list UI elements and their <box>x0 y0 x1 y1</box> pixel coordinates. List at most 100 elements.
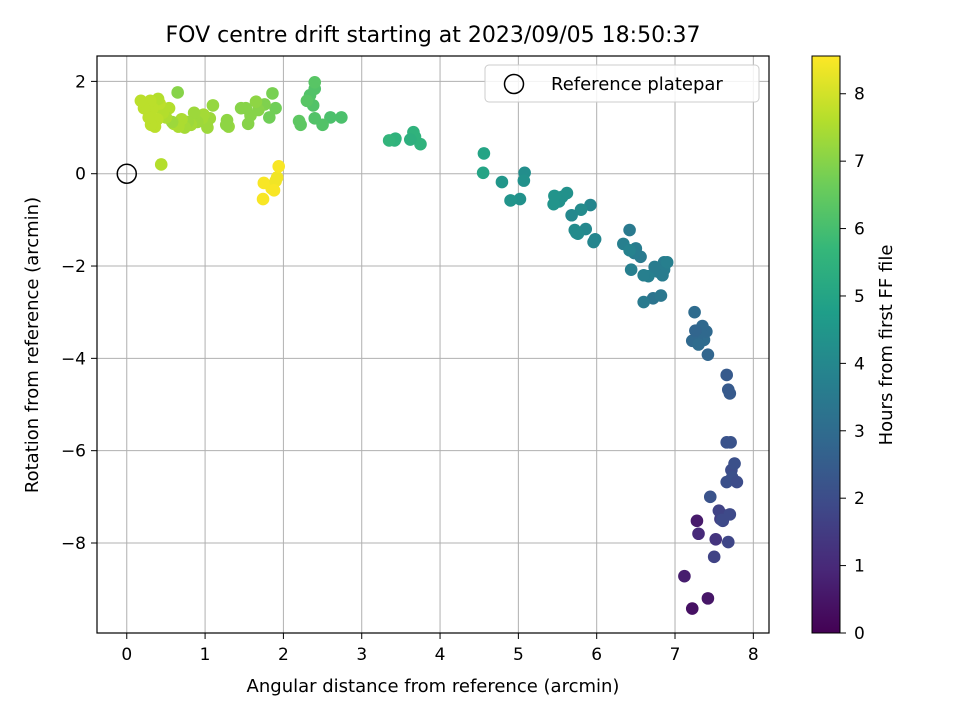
chart-title: FOV centre drift starting at 2023/09/05 … <box>166 23 701 48</box>
x-tick-label: 8 <box>748 645 759 665</box>
data-point <box>504 194 517 207</box>
data-point <box>688 305 701 319</box>
data-point <box>692 338 705 351</box>
data-point <box>637 268 650 282</box>
data-point <box>300 94 314 108</box>
reference-marker-group <box>116 163 138 184</box>
data-point <box>707 550 721 564</box>
colorbar-tick-label: 8 <box>854 85 865 105</box>
data-point <box>513 192 527 206</box>
data-point <box>648 260 661 274</box>
x-tick-label: 5 <box>513 645 524 665</box>
data-point <box>476 166 490 180</box>
data-point <box>495 175 509 189</box>
x-axis-label: Angular distance from reference (arcmin) <box>247 676 620 697</box>
data-point <box>584 198 597 212</box>
data-point <box>723 387 737 400</box>
y-axis-label: Rotation from reference (arcmin) <box>22 197 43 493</box>
y-tick-label: 0 <box>75 165 86 185</box>
data-point <box>206 99 220 112</box>
colorbar-tick-label: 4 <box>854 354 865 374</box>
x-tick-label: 7 <box>670 645 681 665</box>
data-point <box>709 532 723 546</box>
x-tick-label: 1 <box>200 645 211 665</box>
data-point <box>134 94 148 108</box>
x-tick-label: 4 <box>435 645 446 665</box>
data-point <box>701 348 715 361</box>
data-point <box>382 134 396 147</box>
data-point <box>267 184 281 197</box>
data-point <box>272 160 286 173</box>
data-point <box>256 192 270 206</box>
colorbar-tick-label: 7 <box>854 152 865 172</box>
data-point <box>728 457 741 470</box>
data-point <box>477 147 491 160</box>
colorbar <box>811 55 841 634</box>
data-point <box>623 244 636 257</box>
data-point <box>547 197 560 211</box>
data-point <box>249 95 263 108</box>
legend-label: Reference platepar <box>551 74 723 95</box>
data-point <box>234 101 248 115</box>
data-point <box>587 235 600 249</box>
y-tick-label: 2 <box>75 72 86 92</box>
data-point <box>335 111 348 124</box>
colorbar-tick-label: 1 <box>854 557 865 577</box>
data-point <box>656 268 669 282</box>
data-point <box>171 86 184 99</box>
data-point <box>403 133 417 146</box>
data-point <box>720 368 734 382</box>
data-point <box>565 208 578 222</box>
x-tick-label: 2 <box>278 645 289 665</box>
plot-frame <box>96 55 770 634</box>
data-point <box>624 263 638 277</box>
data-point <box>187 106 201 120</box>
data-point <box>721 535 735 549</box>
data-point <box>723 508 737 521</box>
y-axis-ticks: −8 −6 −4 −2 0 2 <box>61 72 97 554</box>
colorbar-tick-label: 5 <box>854 287 865 307</box>
data-point <box>220 113 234 127</box>
data-point <box>689 324 702 337</box>
y-tick-label: −6 <box>61 442 86 462</box>
colorbar-ticks: 0 1 2 3 4 5 6 7 8 <box>840 85 865 644</box>
data-point <box>308 76 322 89</box>
y-tick-label: −2 <box>61 257 86 277</box>
y-tick-label: −4 <box>61 349 86 369</box>
colorbar-tick-label: 0 <box>854 624 865 644</box>
data-point <box>263 111 276 124</box>
data-point <box>257 176 271 190</box>
grid-lines <box>97 56 769 633</box>
y-tick-label: −8 <box>61 534 86 554</box>
legend-box <box>484 64 760 103</box>
colorbar-tick-label: 2 <box>854 489 865 509</box>
data-point <box>730 475 744 489</box>
data-point <box>269 101 282 115</box>
data-point <box>685 602 699 615</box>
data-point <box>623 223 636 237</box>
data-point <box>266 87 279 100</box>
data-point <box>241 117 255 131</box>
data-point <box>654 289 668 302</box>
data-points <box>134 76 744 615</box>
data-point <box>574 203 588 217</box>
data-point <box>517 174 531 187</box>
data-point <box>690 514 704 528</box>
x-tick-label: 0 <box>121 645 132 665</box>
data-point <box>637 295 650 309</box>
data-point <box>308 112 322 125</box>
data-point <box>720 436 734 449</box>
data-point <box>324 111 337 124</box>
x-tick-label: 6 <box>591 645 602 665</box>
data-point <box>692 527 705 541</box>
legend-marker-icon <box>503 73 525 95</box>
plot-area <box>97 56 769 633</box>
legend: Reference platepar <box>484 64 760 103</box>
colorbar-tick-label: 3 <box>854 422 865 442</box>
data-point <box>571 227 585 241</box>
reference-platepar-marker <box>116 163 138 184</box>
colorbar-label: Hours from first FF file <box>876 245 897 446</box>
data-point <box>660 256 674 269</box>
colorbar-tick-label: 6 <box>854 220 865 240</box>
